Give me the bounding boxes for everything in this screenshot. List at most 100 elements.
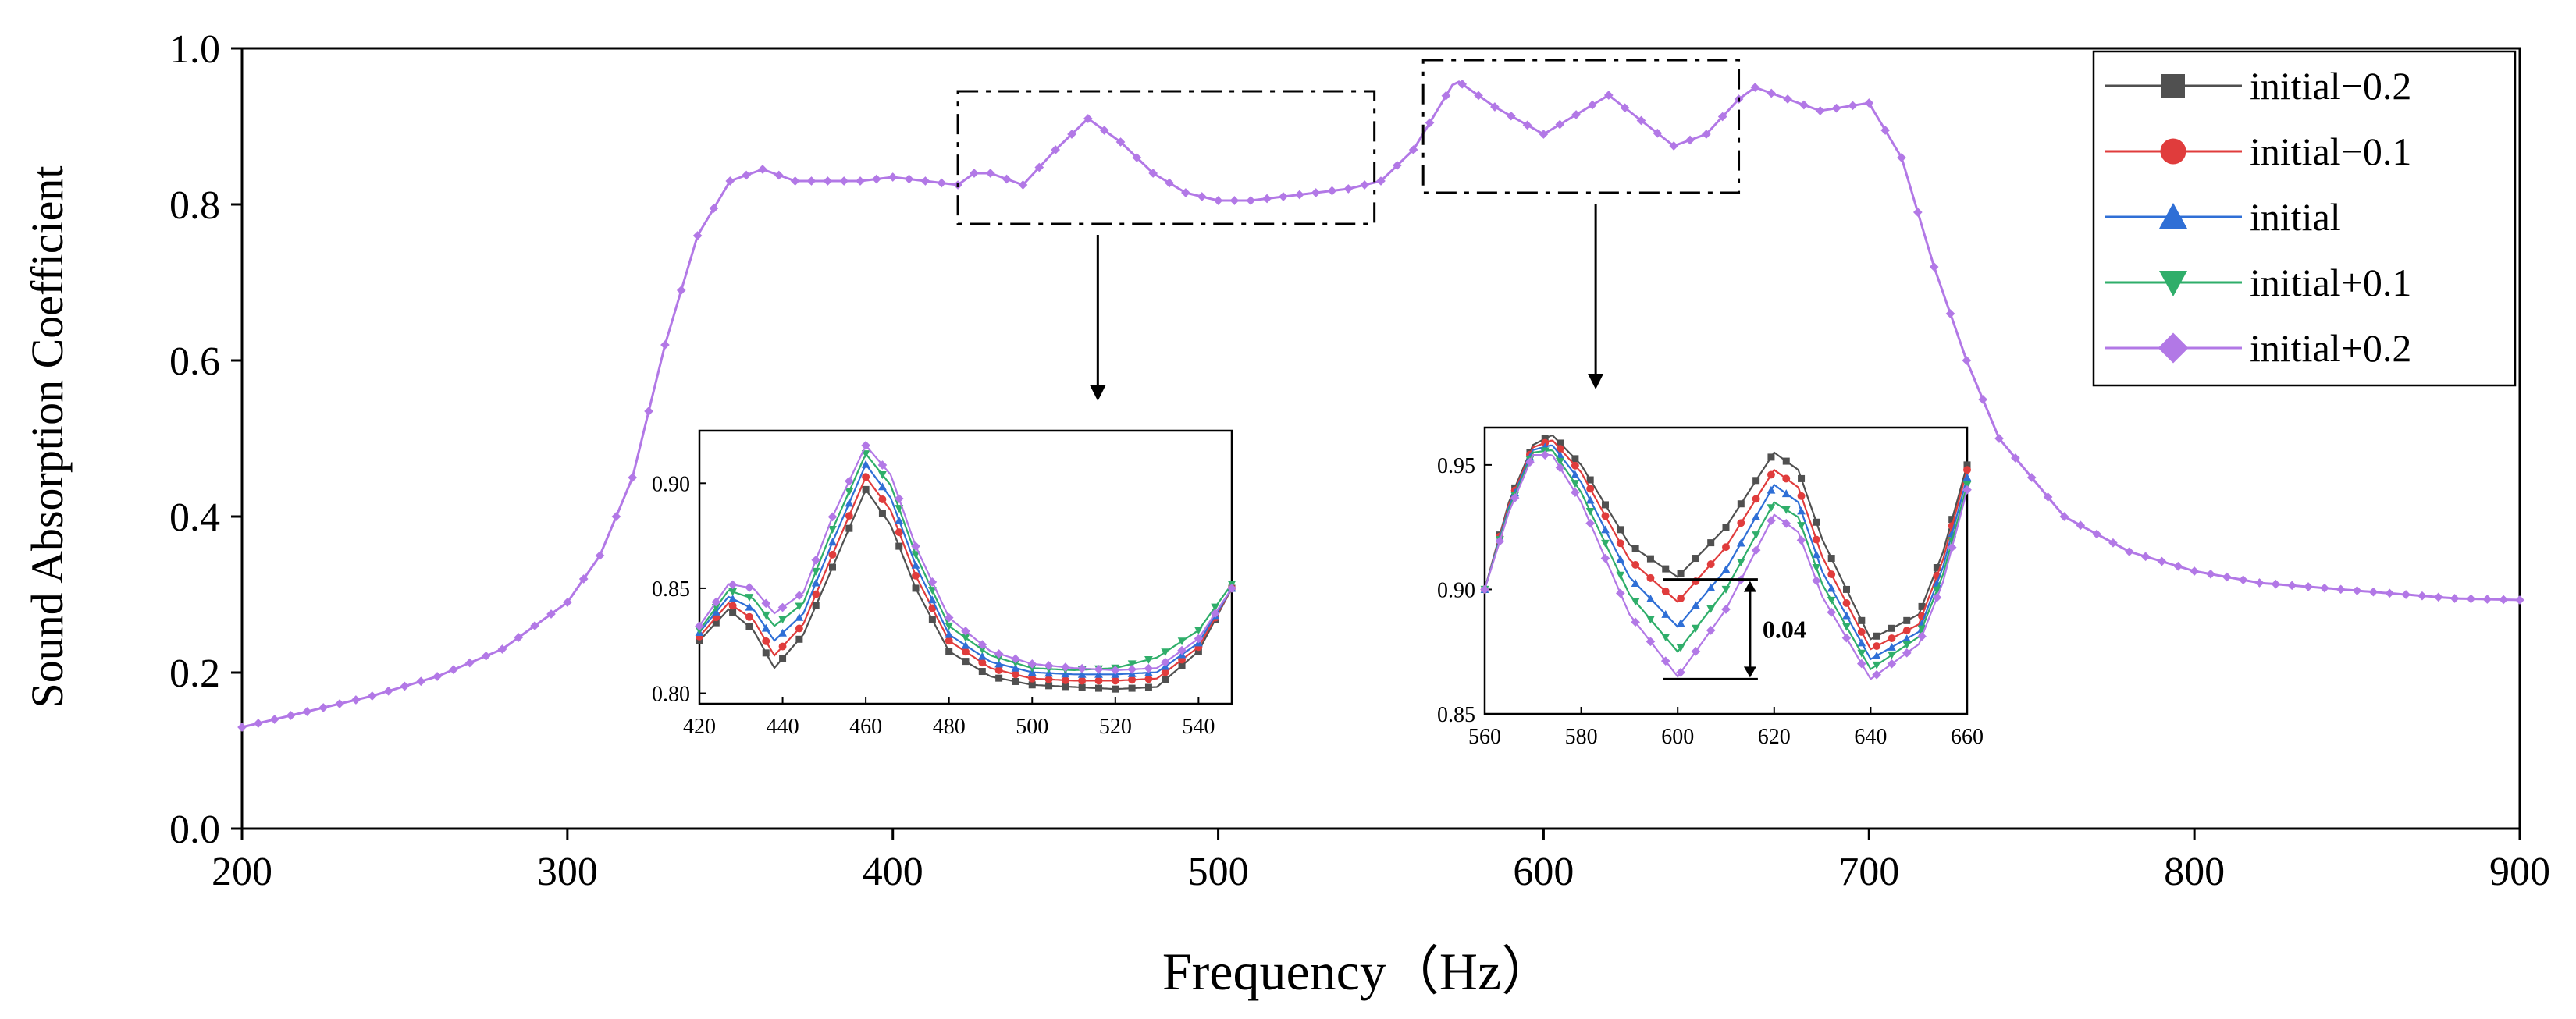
data-point: [2222, 572, 2232, 582]
data-point: [432, 672, 442, 681]
inset-data-point: [828, 538, 837, 546]
legend-item: initial−0.2: [2105, 64, 2411, 108]
inset-data-point: [1902, 627, 1911, 635]
inset-data-point: [1721, 585, 1731, 594]
inset-data-point: [811, 578, 820, 587]
data-point: [1148, 169, 1158, 178]
legend-item: initial+0.1: [2105, 261, 2411, 304]
y-tick-label: 0.0: [169, 808, 220, 852]
annotation-label: 0.04: [1763, 615, 1806, 643]
inset-data-point: [1797, 522, 1806, 531]
inset-data-point: [1947, 542, 1957, 552]
x-tick-label: 800: [2164, 850, 2225, 894]
data-point: [1408, 145, 1418, 154]
main-axes: 200 300 400 500 600 700 800 900 0.0 0.2 0.4 0.6 0.8 1…: [169, 27, 2550, 894]
inset-data-point: [977, 640, 987, 649]
inset-data-point: [878, 510, 886, 517]
legend-item: initial+0.2: [2105, 326, 2411, 370]
inset-data-point: [1722, 543, 1730, 552]
inset-data-point: [1827, 584, 1836, 592]
inset-data-point: [795, 602, 804, 611]
data-point: [970, 169, 979, 178]
data-point: [1783, 94, 1792, 104]
inset-data-point: [1162, 676, 1169, 683]
inset-chart-1: 420 440 460 480 500 520 540 0.80 0.85 0.90: [652, 429, 1236, 739]
inset-data-point: [827, 512, 838, 522]
inset-data-point: [961, 634, 970, 642]
data-point: [2140, 552, 2151, 562]
inset-data-point: [1127, 664, 1137, 674]
insets: 420 440 460 480 500 520 540 0.80 0.85 0.90 560 580 6…: [652, 426, 1984, 749]
y-tick-label: 0.4: [169, 495, 220, 540]
inset-data-point: [1661, 609, 1670, 618]
inset-data-point: [912, 571, 920, 580]
data-point: [1067, 130, 1076, 139]
inset-data-point: [845, 524, 853, 532]
inset-data-point: [1660, 656, 1670, 666]
data-point: [1441, 91, 1451, 101]
data-point: [2482, 595, 2492, 604]
inset-data-point: [1144, 683, 1152, 691]
data-point: [1115, 137, 1126, 147]
inset-data-point: [861, 460, 870, 468]
inset-data-point: [977, 652, 987, 660]
data-point: [1522, 120, 1532, 130]
inset-data-point: [1902, 648, 1912, 658]
inset-data-point: [1873, 632, 1880, 640]
data-point: [1034, 162, 1044, 172]
inset-data-point: [1902, 641, 1912, 649]
inset-data-point: [1557, 439, 1564, 447]
inset-data-point: [911, 560, 920, 569]
inset-data-point: [894, 494, 904, 503]
inset-data-point: [1161, 668, 1169, 676]
inset-data-point: [962, 648, 970, 656]
inset-data-point: [1917, 625, 1927, 634]
data-point: [1311, 188, 1321, 197]
inset-data-point: [878, 495, 887, 503]
inset-data-point: [1827, 607, 1837, 617]
inset-data-point: [1691, 646, 1701, 656]
data-point: [790, 176, 800, 186]
inset-data-point: [795, 635, 803, 643]
inset-data-point: [1767, 470, 1775, 479]
data-point: [2499, 595, 2509, 605]
inset-data-point: [1767, 453, 1775, 461]
data-point: [2515, 595, 2524, 605]
data-point: [1294, 190, 1304, 200]
inset-data-point: [812, 602, 820, 609]
inset-data-point: [1112, 685, 1119, 693]
inset-data-point: [961, 626, 970, 636]
inset-data-point: [1061, 676, 1069, 684]
zoom-box: [1421, 59, 1741, 194]
inset-x-tick-label: 460: [849, 715, 882, 739]
inset-data-point: [1631, 560, 1640, 569]
inset-data-point: [1888, 643, 1896, 651]
inset-x-tick-label: 660: [1951, 725, 1984, 749]
data-point: [302, 707, 312, 716]
y-tick-label: 0.2: [169, 652, 220, 696]
data-point: [578, 574, 589, 584]
inset-data-point: [1646, 595, 1655, 602]
inset-data-point: [1721, 565, 1731, 573]
data-point: [1750, 83, 1760, 92]
inset-data-point: [1873, 642, 1881, 650]
inset-data-point: [1963, 461, 1971, 469]
inset-data-point: [1586, 485, 1595, 493]
zoom-arrowhead: [1090, 385, 1106, 401]
inset-data-point: [811, 567, 820, 576]
inset-data-point: [1646, 637, 1656, 647]
inset-data-point: [1857, 638, 1866, 647]
data-point: [237, 723, 247, 732]
inset-data-point: [1495, 536, 1505, 546]
inset-data-point: [1812, 535, 1820, 544]
data-point: [2450, 594, 2460, 603]
inset-data-point: [1841, 633, 1852, 643]
inset-data-point: [1797, 506, 1806, 515]
data-point: [367, 691, 377, 701]
inset-data-point: [1962, 473, 1972, 481]
data-point: [1018, 180, 1028, 190]
data-point: [2304, 582, 2313, 591]
legend-label: initial+0.2: [2250, 326, 2411, 370]
inset-data-point: [1706, 626, 1716, 635]
inset-data-point: [1571, 480, 1580, 488]
